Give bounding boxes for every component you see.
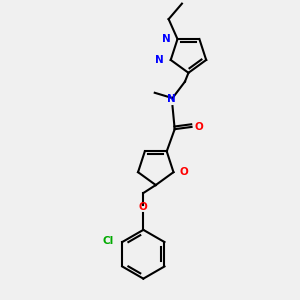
Text: N: N xyxy=(167,94,176,104)
Text: O: O xyxy=(194,122,203,132)
Text: O: O xyxy=(180,167,188,177)
Text: N: N xyxy=(162,34,171,44)
Text: N: N xyxy=(155,55,164,65)
Text: O: O xyxy=(139,202,148,212)
Text: Cl: Cl xyxy=(103,236,114,246)
